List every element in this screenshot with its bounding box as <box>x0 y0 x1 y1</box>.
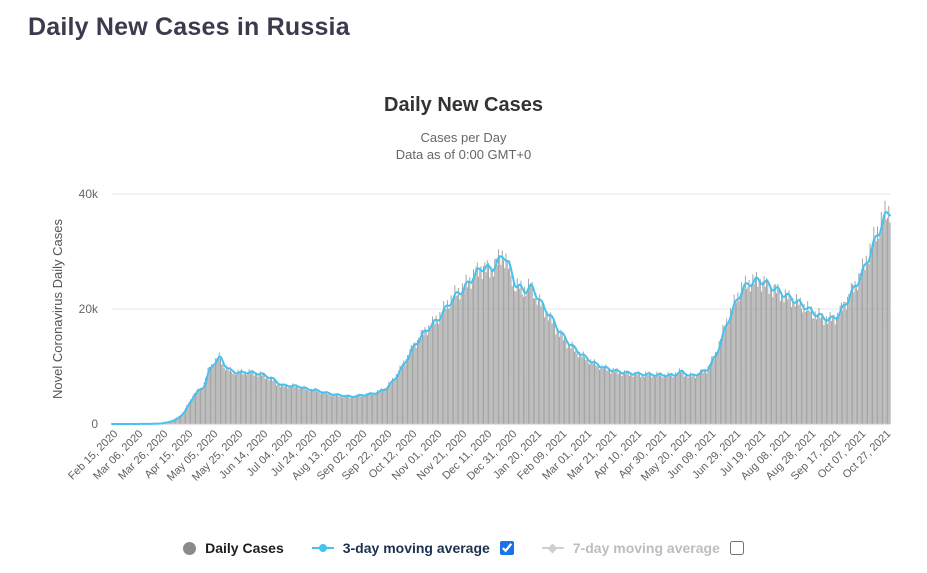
legend-item-3day-moving-average[interactable]: 3-day moving average <box>311 540 490 556</box>
page-title: Daily New Cases in Russia <box>28 13 350 41</box>
chart-subtitle-data-as-of: Data as of 0:00 GMT+0 <box>395 147 532 162</box>
legend-label-ma7: 7-day moving average <box>572 540 720 556</box>
daily-cases-chart-plot <box>111 193 891 425</box>
legend-label-ma3: 3-day moving average <box>342 540 490 556</box>
ma3-checkbox[interactable] <box>499 541 514 555</box>
y-axis-label: 40k <box>78 187 98 201</box>
ma7-diamond-marker-icon <box>541 542 564 555</box>
chart-subtitle-cases-per-day: Cases per Day <box>420 130 507 145</box>
ma3-line-marker-icon <box>311 542 334 555</box>
ma7-checkbox[interactable] <box>729 541 744 555</box>
y-axis-label: 20k <box>78 302 98 316</box>
chart-title: Daily New Cases <box>384 94 543 116</box>
y-axis-label: 0 <box>91 417 98 431</box>
legend-item-daily-cases[interactable]: Daily Cases <box>183 540 284 556</box>
daily-cases-marker-icon <box>183 541 197 555</box>
legend-item-7day-moving-average[interactable]: 7-day moving average <box>541 540 720 556</box>
chart-legend: Daily Cases 3-day moving average 7-day m… <box>0 534 927 562</box>
legend-label-daily-cases: Daily Cases <box>205 540 284 556</box>
